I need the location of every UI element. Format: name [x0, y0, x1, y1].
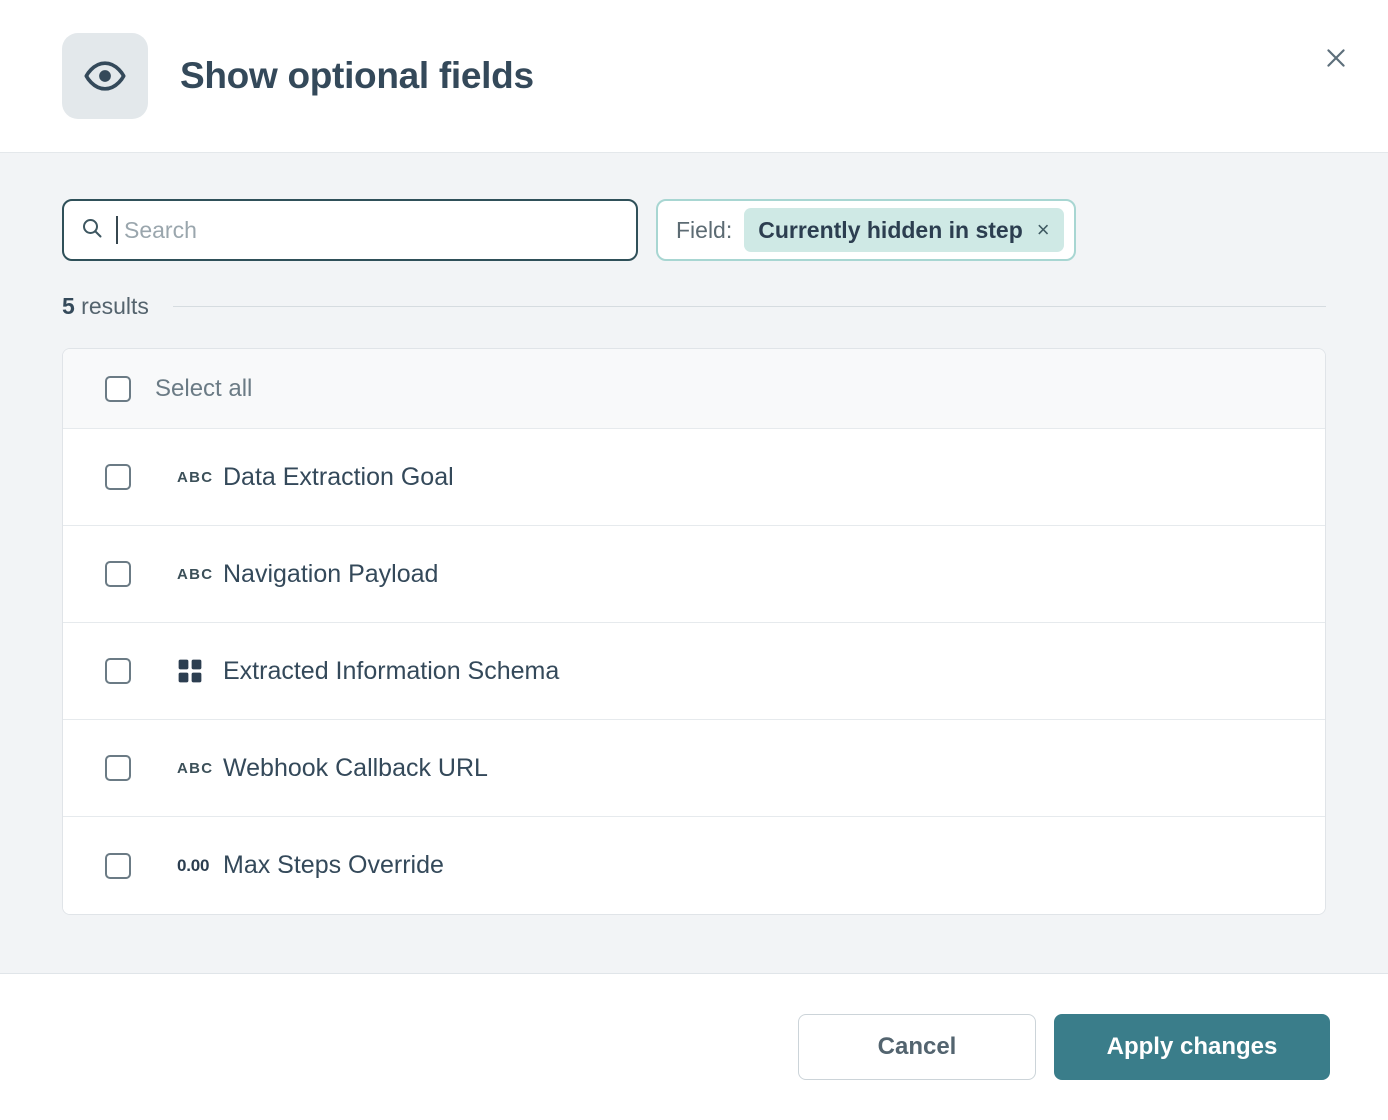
number-type-icon: 0.00: [177, 855, 210, 875]
list-item[interactable]: Extracted Information Schema: [63, 623, 1325, 720]
field-filter-label: Field:: [676, 216, 733, 243]
list-item-label: Webhook Callback URL: [223, 753, 488, 782]
divider: [172, 306, 1326, 307]
list-item-checkbox[interactable]: [105, 561, 131, 587]
field-filter-chip[interactable]: Currently hidden in step ×: [744, 208, 1064, 252]
list-item[interactable]: ABC Webhook Callback URL: [63, 720, 1325, 817]
select-all-row[interactable]: Select all: [63, 349, 1325, 429]
results-count-text: 5 results: [62, 293, 149, 320]
abc-text-type-icon: ABC: [177, 565, 214, 583]
list-item-checkbox[interactable]: [105, 658, 131, 684]
list-item[interactable]: ABC Navigation Payload: [63, 526, 1325, 623]
abc-text-type-icon: ABC: [177, 759, 214, 777]
select-all-label: Select all: [155, 374, 253, 402]
cancel-button[interactable]: Cancel: [798, 1014, 1036, 1080]
field-filter-chip-value: Currently hidden in step: [758, 216, 1023, 243]
list-item-label: Navigation Payload: [223, 559, 439, 588]
dialog-header: Show optional fields: [0, 0, 1388, 153]
object-grid-type-icon: [177, 658, 209, 684]
close-icon[interactable]: ×: [1036, 217, 1050, 242]
search-icon: [80, 216, 104, 245]
controls-row: Search Field: Currently hidden in step ×: [62, 199, 1326, 261]
field-filter[interactable]: Field: Currently hidden in step ×: [656, 199, 1076, 261]
search-caret: [116, 216, 118, 244]
list-item[interactable]: 0.00 Max Steps Override: [63, 817, 1325, 914]
search-placeholder: Search: [124, 216, 197, 243]
list-item-label: Extracted Information Schema: [223, 656, 560, 685]
dialog-body: Search Field: Currently hidden in step ×…: [0, 153, 1388, 973]
apply-changes-button[interactable]: Apply changes: [1054, 1014, 1330, 1080]
results-count-suffix: results: [74, 293, 149, 319]
list-item-label: Data Extraction Goal: [223, 462, 454, 491]
list-item-checkbox[interactable]: [105, 755, 131, 781]
close-icon[interactable]: [1316, 38, 1356, 78]
eye-icon: [62, 33, 148, 119]
list-item-checkbox[interactable]: [105, 464, 131, 490]
results-summary: 5 results: [62, 293, 1326, 320]
list-item-label: Max Steps Override: [223, 851, 444, 879]
list-item-checkbox[interactable]: [105, 852, 131, 879]
abc-text-type-icon: ABC: [177, 468, 214, 486]
dialog-footer: Cancel Apply changes: [0, 973, 1388, 1120]
list-item[interactable]: ABC Data Extraction Goal: [63, 429, 1325, 526]
search-input[interactable]: Search: [62, 199, 638, 261]
page-title: Show optional fields: [180, 55, 534, 96]
results-count-number: 5: [62, 293, 75, 319]
select-all-checkbox[interactable]: [105, 375, 131, 402]
optional-fields-list: Select all ABC Data Extraction Goal ABC …: [62, 348, 1326, 915]
